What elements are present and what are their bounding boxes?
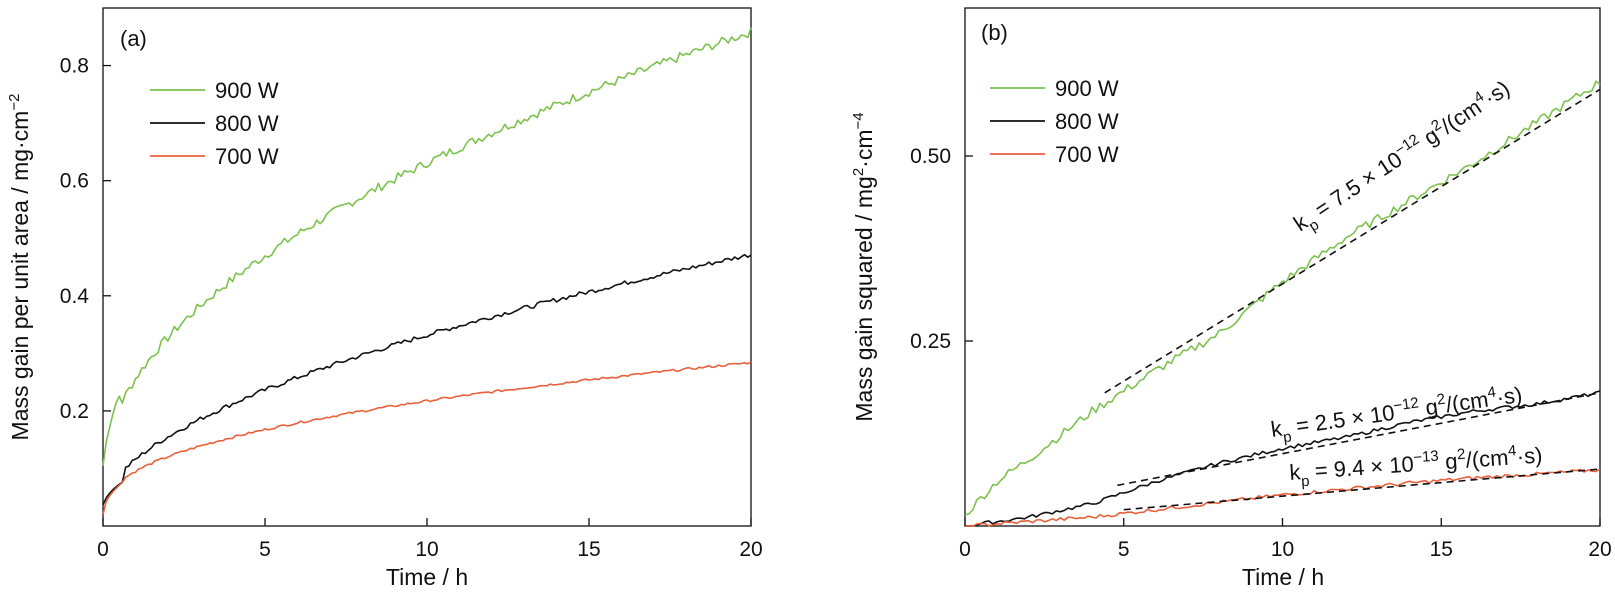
panel-b-label: (b) xyxy=(981,20,1008,45)
panel-a-legend: 900 W 800 W 700 W xyxy=(150,78,279,169)
panel-b-legend: 900 W 800 W 700 W xyxy=(990,76,1119,167)
panel-b-kp-label: kp = 7.5 × 10−12 g2/(cm4·s) xyxy=(1288,74,1518,241)
panel-b-series-700-w xyxy=(964,468,1601,527)
panel-a-xtick-label: 0 xyxy=(97,538,109,561)
panel-b-xlabel: Time / h xyxy=(1242,564,1324,590)
panel-a-ytick-label: 0.8 xyxy=(60,55,89,78)
panel-b-ticks: 0 5 10 15 20 0.25 0.50 xyxy=(910,145,1612,561)
panel-b-fit-900-w-fit xyxy=(1104,88,1601,394)
panel-b-fit-700-w-fit xyxy=(1123,468,1601,511)
panel-a-series-900-w xyxy=(102,27,752,466)
panel-a-ticks: 0 5 10 15 20 0.2 0.4 0.6 0.8 xyxy=(60,55,763,561)
panel-b-fit-800-w-fit xyxy=(1117,392,1601,487)
legend-label-900-w: 900 W xyxy=(215,78,279,103)
panel-b-xtick-label: 20 xyxy=(1588,538,1611,561)
legend-label-800-w: 800 W xyxy=(215,111,279,136)
panel-b-ylabel-mid: ·cm xyxy=(851,129,877,167)
panel-a-xtick-label: 20 xyxy=(739,538,762,561)
panel-b-ytick-label: 0.50 xyxy=(910,145,951,168)
panel-b: 0 5 10 15 20 0.25 0.50 (b) Time / h Mass gain … xyxy=(850,7,1612,590)
panel-a: 0 5 10 15 20 0.2 0.4 0.6 0.8 (a) Time / h Mass g… xyxy=(6,7,763,590)
panel-b-kp-label: kp = 9.4 × 10−13 g2/(cm4·s) xyxy=(1288,440,1543,491)
panel-a-ytick-label: 0.2 xyxy=(60,400,89,423)
panel-b-ylabel-main: Mass gain squared / mg xyxy=(851,176,877,421)
legend-label-900-w: 900 W xyxy=(1055,76,1119,101)
panel-b-ytick-label: 0.25 xyxy=(910,330,951,353)
panel-a-ytick-label: 0.4 xyxy=(60,285,90,308)
panel-b-annotations: kp = 7.5 × 10−12 g2/(cm4·s)kp = 2.5 × 10… xyxy=(1269,74,1543,491)
panel-b-ylabel-sup1: 2 xyxy=(850,168,867,176)
panel-b-xtick-label: 5 xyxy=(1118,538,1130,561)
panel-a-xtick-label: 10 xyxy=(415,538,438,561)
panel-a-xlabel: Time / h xyxy=(386,564,468,590)
panel-b-plot-area xyxy=(964,80,1601,527)
panel-b-xtick-label: 10 xyxy=(1271,538,1294,561)
panel-b-xtick-label: 15 xyxy=(1430,538,1453,561)
panel-a-plot-area xyxy=(102,27,752,515)
panel-a-series-800-w xyxy=(102,253,752,506)
legend-label-700-w: 700 W xyxy=(215,144,279,169)
panel-b-series-800-w xyxy=(965,390,1601,527)
panel-a-ytick-label: 0.6 xyxy=(60,170,89,193)
panel-a-xtick-label: 15 xyxy=(577,538,600,561)
panel-a-xtick-label: 5 xyxy=(259,538,271,561)
panel-b-ylabel: Mass gain squared / mg2·cm−4 xyxy=(850,112,877,421)
panel-a-ylabel-main: Mass gain per unit area / mg·cm xyxy=(7,111,33,441)
panel-a-ylabel-sup: −2 xyxy=(6,94,23,111)
panel-a-label: (a) xyxy=(120,26,147,51)
legend-label-800-w: 800 W xyxy=(1055,109,1119,134)
panel-b-ylabel-sup2: −4 xyxy=(850,112,867,129)
panel-a-ylabel: Mass gain per unit area / mg·cm−2 xyxy=(6,94,33,441)
panel-a-frame xyxy=(102,7,752,527)
panel-a-series-700-w xyxy=(102,361,752,515)
legend-label-700-w: 700 W xyxy=(1055,142,1119,167)
panel-b-xtick-label: 0 xyxy=(959,538,971,561)
